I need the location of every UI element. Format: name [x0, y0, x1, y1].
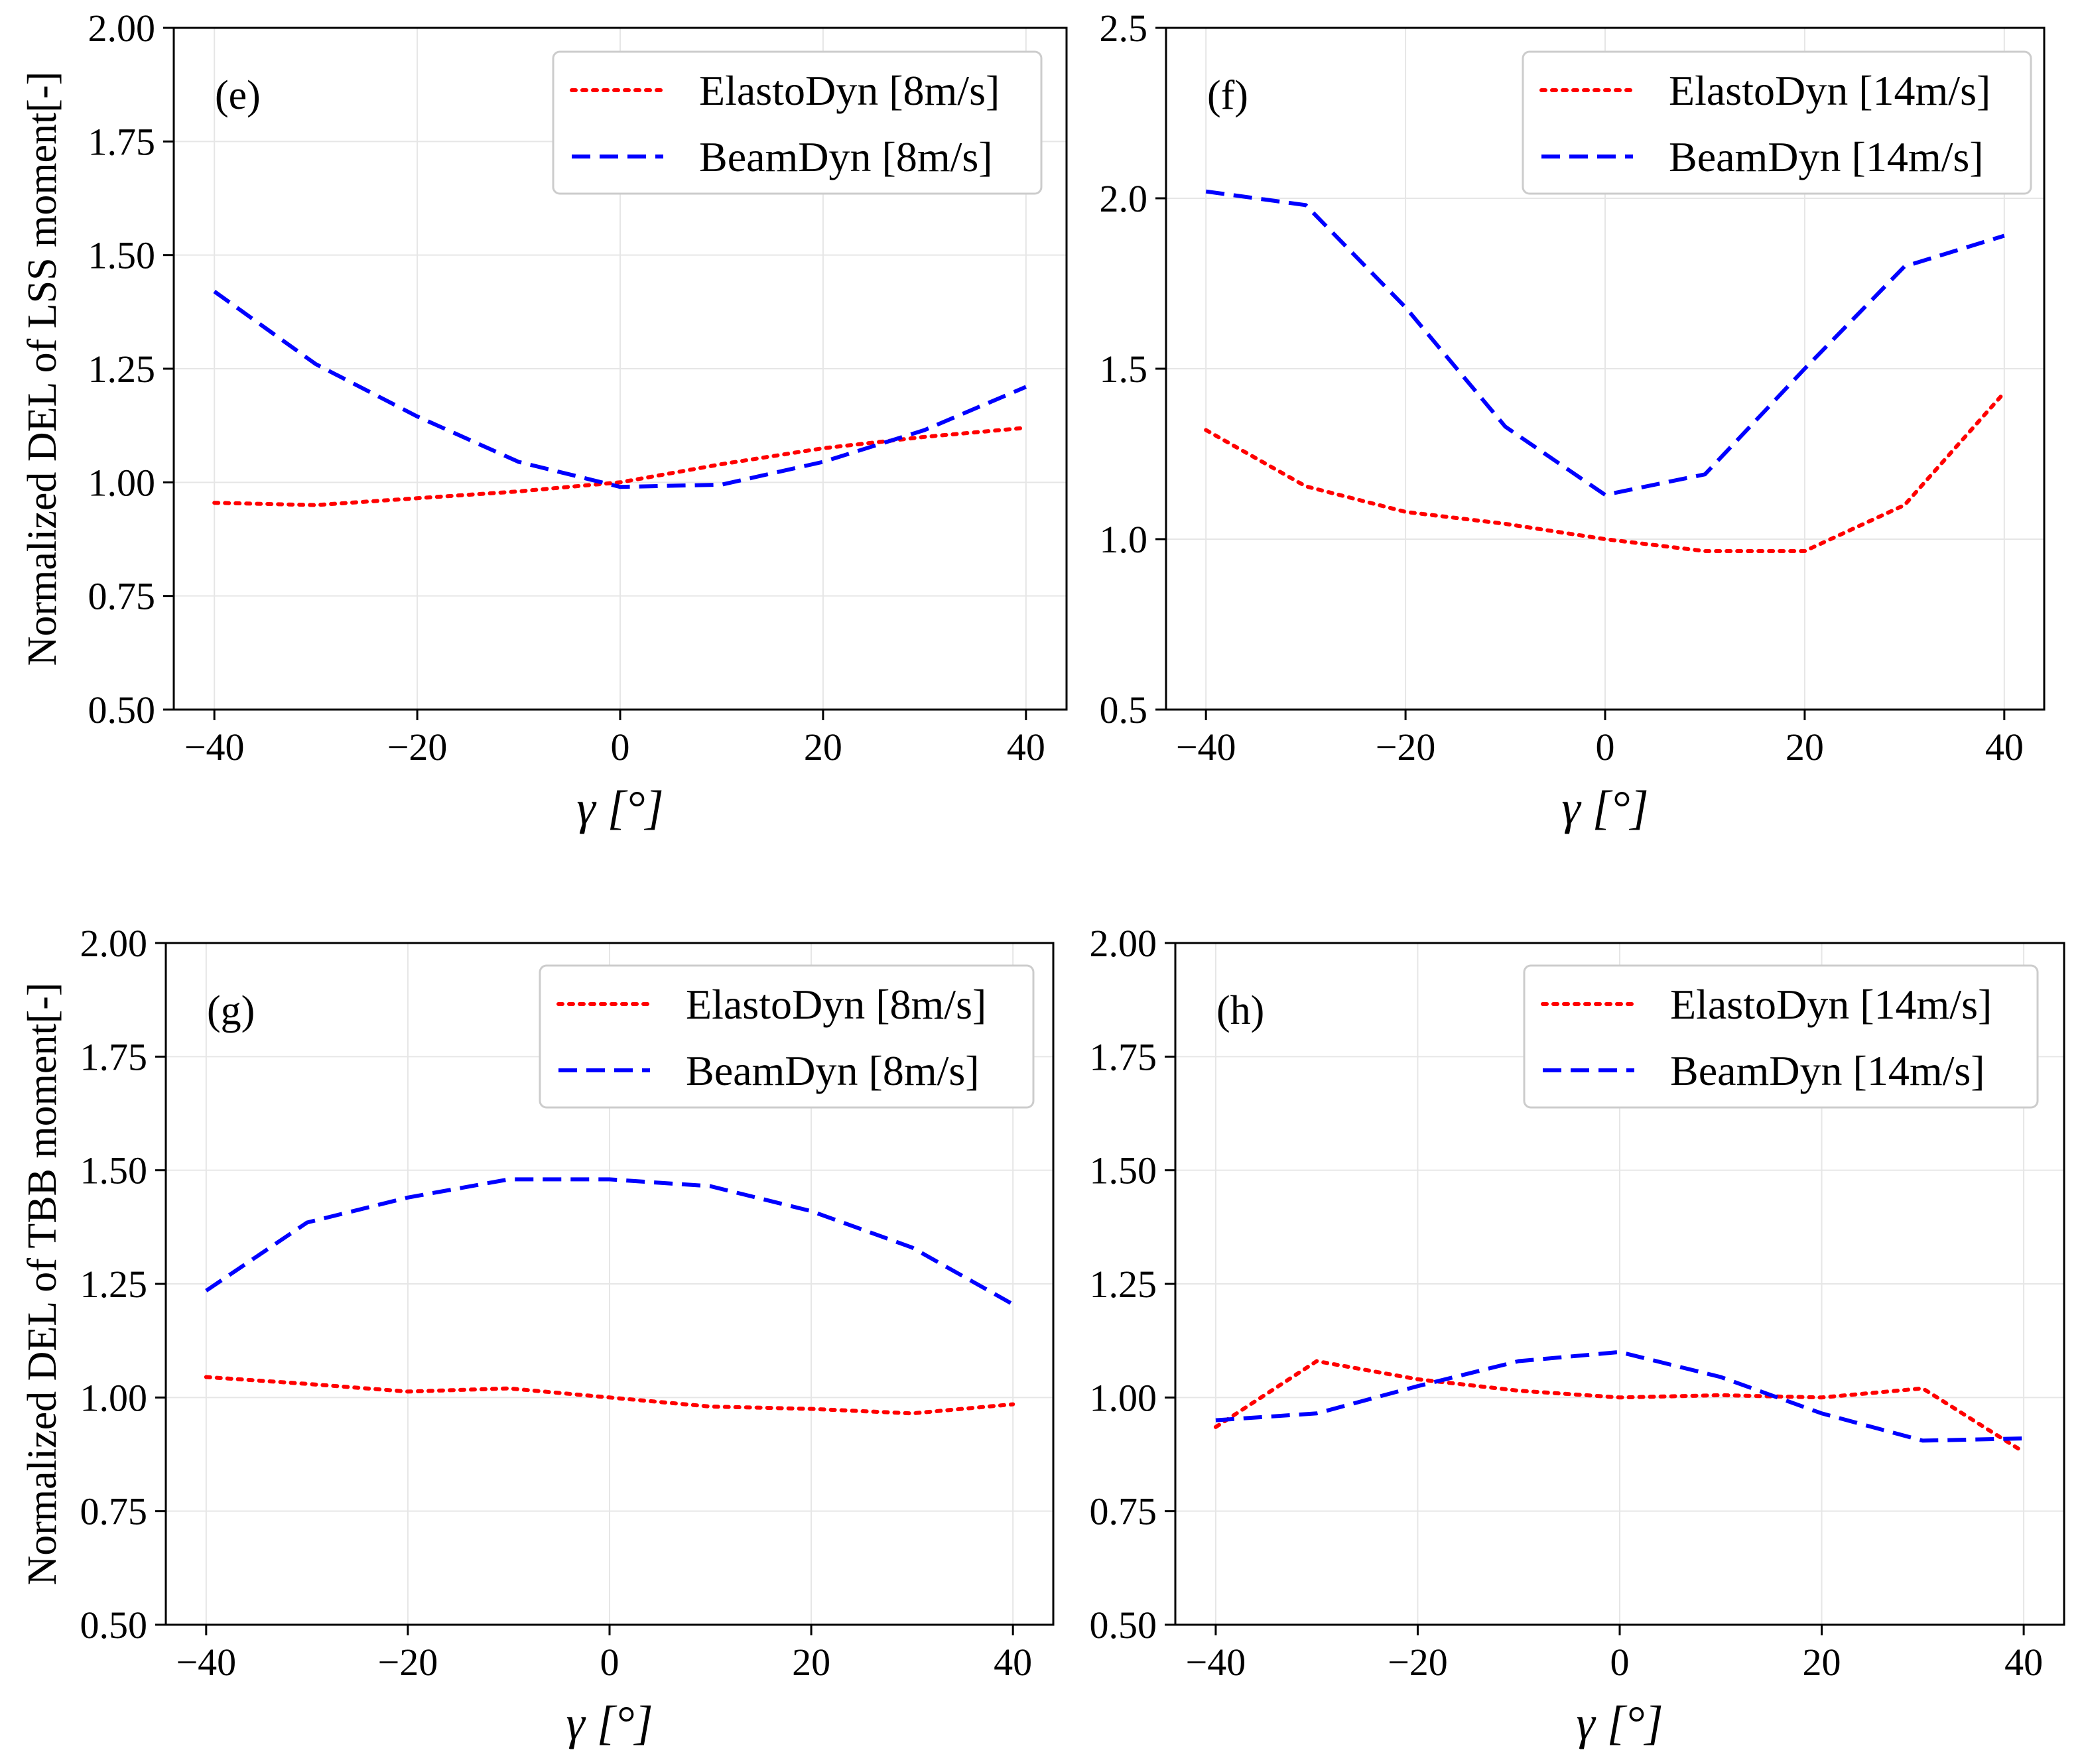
panel-4: −40 −20 0 20 40 0.50 0.75 1.00 1.25 1.50 1.75 2.00 γ… — [1090, 922, 2065, 1749]
legend-entry-label: BeamDyn [8m/s] — [686, 1047, 980, 1094]
x-axis-label: γ [°] — [1576, 1696, 1663, 1749]
x-axis-label: γ [°] — [576, 781, 663, 834]
y-tick-label: 2.00 — [80, 922, 148, 965]
x-tick-label: 0 — [611, 725, 630, 769]
y-tick-label: 1.75 — [88, 120, 156, 163]
x-axis-label: γ [°] — [566, 1696, 653, 1749]
legend-entry-label: BeamDyn [14m/s] — [1669, 133, 1984, 180]
panel-3: −40 −20 0 20 40 0.50 0.75 1.00 1.25 1.50 1.75 2.00 γ… — [20, 922, 1055, 1749]
x-tick-label: 20 — [1786, 725, 1824, 769]
elastodyn-series-line — [204, 1375, 1015, 1416]
y-tick-label: 1.75 — [80, 1035, 148, 1078]
x-tick-label: −20 — [378, 1641, 438, 1684]
x-tick-label: 0 — [1596, 725, 1615, 769]
legend-entry-label: BeamDyn [14m/s] — [1670, 1047, 1985, 1094]
x-tick-label: −20 — [1388, 1641, 1448, 1684]
y-tick-label: 0.5 — [1100, 688, 1148, 731]
x-tick-label: 40 — [1985, 725, 2024, 769]
y-axis-label: Normalized DEL of TBB moment[-] — [20, 982, 65, 1585]
panel-label: (f) — [1207, 73, 1248, 118]
x-tick-label: 20 — [792, 1641, 830, 1684]
y-tick-label: 0.75 — [88, 575, 156, 618]
y-tick-label: 1.0 — [1100, 518, 1148, 561]
x-tick-label: 0 — [1610, 1641, 1630, 1684]
x-tick-label: −40 — [176, 1641, 236, 1684]
x-tick-label: 40 — [2004, 1641, 2043, 1684]
legend-box — [552, 50, 1043, 195]
y-tick-label: 2.0 — [1100, 177, 1148, 220]
panel-label: (g) — [207, 988, 255, 1033]
y-tick-label: 1.5 — [1100, 347, 1148, 391]
y-tick-label: 0.50 — [1090, 1604, 1157, 1647]
y-tick-label: 0.75 — [1090, 1490, 1157, 1533]
y-axis-label: Normalized DEL of LSS moment[-] — [20, 72, 65, 666]
y-tick-label: 1.00 — [88, 461, 156, 504]
x-axis-label: γ [°] — [1561, 781, 1648, 834]
x-tick-label: 20 — [804, 725, 842, 769]
y-tick-label: 0.75 — [80, 1490, 148, 1533]
y-tick-label: 0.50 — [88, 688, 156, 731]
legend: ElastoDyn [14m/s] BeamDyn [14m/s] — [1522, 50, 2032, 195]
legend-entry-label: ElastoDyn [8m/s] — [699, 67, 1000, 114]
y-tick-label: 2.00 — [88, 7, 156, 50]
x-tick-label: 40 — [1007, 725, 1045, 769]
legend-entry-label: ElastoDyn [14m/s] — [1669, 67, 1990, 114]
legend-entry-label: ElastoDyn [8m/s] — [686, 981, 986, 1028]
y-tick-label: 2.5 — [1100, 7, 1148, 50]
x-tick-label: 0 — [600, 1641, 619, 1684]
elastodyn-series-line — [1213, 1359, 2026, 1454]
legend-entry-label: BeamDyn [8m/s] — [699, 133, 993, 180]
legend: ElastoDyn [8m/s] BeamDyn [8m/s] — [552, 50, 1043, 195]
y-tick-label: 0.50 — [80, 1604, 148, 1647]
y-tick-label: 2.00 — [1090, 922, 1157, 965]
x-tick-label: −40 — [184, 725, 245, 769]
legend: ElastoDyn [8m/s] BeamDyn [8m/s] — [539, 964, 1035, 1109]
panel-label: (e) — [215, 73, 261, 118]
y-tick-label: 1.25 — [1090, 1263, 1157, 1306]
beamdyn-series-line — [213, 290, 1027, 489]
x-tick-label: −40 — [1186, 1641, 1246, 1684]
y-tick-label: 1.50 — [1090, 1149, 1157, 1192]
y-tick-label: 1.75 — [1090, 1035, 1157, 1078]
elastodyn-series-line — [1204, 391, 2006, 553]
x-tick-label: −20 — [387, 725, 448, 769]
y-tick-label: 1.25 — [88, 347, 156, 391]
x-tick-label: 20 — [1803, 1641, 1841, 1684]
legend-entry-label: ElastoDyn [14m/s] — [1670, 981, 1992, 1028]
y-tick-label: 1.25 — [80, 1263, 148, 1306]
panel-2: −40 −20 0 20 40 0.5 1.0 1.5 2.0 2.5 γ [°] (f) Elasto… — [1100, 7, 2046, 834]
panel-1: −40 −20 0 20 40 0.50 0.75 1.00 1.25 1.50 1.75 2.00 γ… — [20, 7, 1068, 834]
panel-label: (h) — [1216, 988, 1264, 1033]
y-tick-label: 1.50 — [88, 234, 156, 277]
x-tick-label: 40 — [994, 1641, 1032, 1684]
x-tick-label: −40 — [1176, 725, 1236, 769]
y-tick-label: 1.00 — [80, 1376, 148, 1419]
x-tick-label: −20 — [1376, 725, 1436, 769]
y-tick-label: 1.50 — [80, 1149, 148, 1192]
legend-box — [1522, 50, 2032, 195]
beamdyn-series-line — [205, 1177, 1014, 1306]
beamdyn-series-line — [1205, 189, 2005, 497]
legend: ElastoDyn [14m/s] BeamDyn [14m/s] — [1523, 964, 2039, 1109]
y-tick-label: 1.00 — [1090, 1376, 1157, 1419]
legend-box — [1523, 964, 2039, 1109]
legend-box — [539, 964, 1035, 1109]
